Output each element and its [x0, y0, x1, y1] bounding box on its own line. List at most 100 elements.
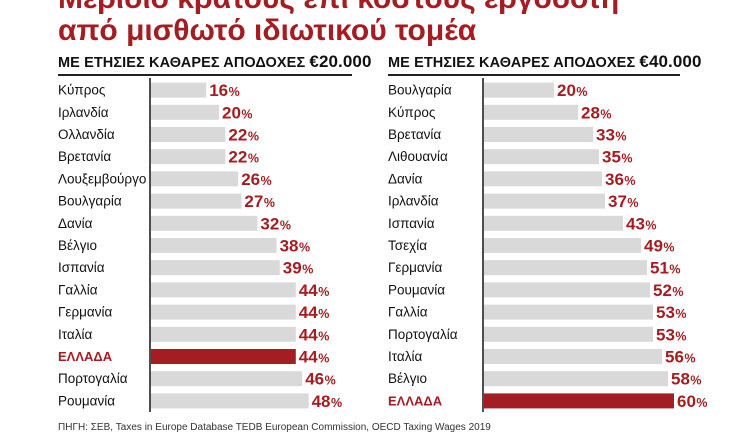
- value-label: 44%: [299, 348, 330, 367]
- category-label: Ιρλανδία: [58, 105, 109, 120]
- category-label: Ρουμανία: [388, 282, 445, 297]
- category-label: Δανία: [58, 216, 93, 231]
- category-label: Βρετανία: [58, 149, 111, 164]
- category-label: Βουλγαρία: [58, 194, 122, 209]
- bar: [484, 171, 602, 187]
- value-label: 20%: [557, 81, 588, 100]
- panel-title-20000: ΜΕ ΕΤΗΣΙΕΣ ΚΑΘΑΡΕΣ ΑΠΟΔΟΧΕΣ €20.000: [58, 52, 372, 72]
- bar: [151, 349, 296, 364]
- bar: [484, 238, 641, 253]
- value-label: 48%: [312, 392, 343, 411]
- category-label: Βέλγιο: [388, 371, 427, 386]
- bar: [484, 260, 647, 276]
- value-label: 32%: [260, 214, 291, 233]
- category-label: Κύπρος: [388, 105, 436, 120]
- bar: [151, 171, 239, 187]
- panel-title-amount: €20.000: [309, 52, 372, 71]
- value-label: 44%: [299, 281, 330, 300]
- category-label: Γερμανία: [388, 260, 442, 275]
- bar-chart-40000: Βουλγαρία 20% Κύπρος 28% Βρετανία 33% Λιθουανί…: [388, 78, 708, 412]
- value-label: 36%: [605, 170, 636, 189]
- bar: [484, 215, 623, 231]
- chart-title-block: Μερίδιο κράτους επί κόστους εργοδότη από…: [58, 0, 619, 47]
- category-label: Ιρλανδία: [388, 194, 439, 209]
- bar: [151, 104, 219, 120]
- value-label: 35%: [602, 148, 633, 167]
- bar: [151, 215, 258, 231]
- value-label: 44%: [299, 303, 330, 322]
- category-label: Δανία: [388, 171, 423, 186]
- category-label: Ιταλία: [388, 349, 422, 364]
- chart-title-line-1: Μερίδιο κράτους επί κόστους εργοδότη: [58, 0, 619, 15]
- value-label: 53%: [656, 325, 687, 344]
- category-label: Βρετανία: [388, 127, 441, 142]
- bar: [484, 127, 593, 142]
- category-label: ΕΛΛΑΔΑ: [388, 393, 443, 408]
- panel-title-prefix: ΜΕ ΕΤΗΣΙΕΣ ΚΑΘΑΡΕΣ ΑΠΟΔΟΧΕΣ: [388, 55, 636, 71]
- value-label: 37%: [608, 192, 639, 211]
- value-label: 49%: [644, 237, 675, 256]
- bar: [151, 326, 296, 342]
- panel-title-amount: €40.000: [639, 52, 702, 71]
- source-note: ΠΗΓΗ: ΣΕΒ, Taxes in Europe Database TEDB…: [58, 422, 491, 433]
- category-label: Γαλλία: [388, 305, 428, 320]
- bar: [484, 371, 668, 387]
- category-label: Πορτογαλία: [388, 327, 458, 342]
- bar: [151, 393, 309, 409]
- value-label: 22%: [228, 148, 259, 167]
- bar: [151, 260, 280, 276]
- bar: [484, 282, 650, 298]
- category-label: Γερμανία: [58, 305, 112, 320]
- bar: [151, 371, 303, 387]
- bar: [151, 149, 226, 165]
- value-label: 28%: [581, 103, 612, 122]
- value-label: 39%: [283, 259, 314, 278]
- category-label: Ιταλία: [58, 327, 92, 342]
- value-label: 53%: [656, 303, 687, 322]
- chart-title-line-2: από μισθωτό ιδιωτικού τομέα: [58, 14, 477, 47]
- bar: [151, 282, 296, 298]
- category-label: ΕΛΛΑΔΑ: [58, 349, 113, 364]
- value-label: 52%: [653, 281, 684, 300]
- bar: [484, 326, 653, 342]
- category-label: Ισπανία: [58, 260, 105, 275]
- bar: [151, 238, 277, 253]
- value-label: 56%: [665, 348, 696, 367]
- bar: [484, 149, 599, 165]
- category-label: Λουξεμβούργο: [58, 171, 146, 186]
- value-label: 44%: [299, 325, 330, 344]
- value-label: 22%: [228, 126, 259, 145]
- value-label: 20%: [222, 103, 253, 122]
- category-label: Βέλγιο: [58, 238, 97, 253]
- value-label: 27%: [244, 192, 275, 211]
- value-label: 16%: [209, 81, 240, 100]
- bar-chart-20000: Κύπρος 16% Ιρλανδία 20% Ολλανδία 22% Βρετανία 2…: [58, 78, 342, 412]
- category-label: Πορτογαλία: [58, 371, 128, 386]
- category-label: Ισπανία: [388, 216, 435, 231]
- bar: [484, 393, 674, 409]
- bar: [484, 82, 554, 98]
- category-label: Τσεχία: [388, 238, 427, 253]
- category-label: Λιθουανία: [388, 149, 448, 164]
- category-label: Ολλανδία: [58, 127, 115, 142]
- panel-rule-20000: [58, 74, 352, 76]
- category-label: Βουλγαρία: [388, 83, 452, 98]
- bar: [484, 104, 578, 120]
- value-label: 43%: [626, 214, 657, 233]
- panel-title-prefix: ΜΕ ΕΤΗΣΙΕΣ ΚΑΘΑΡΕΣ ΑΠΟΔΟΧΕΣ: [58, 55, 306, 71]
- panel-rule-40000: [388, 74, 680, 76]
- category-label: Γαλλία: [58, 282, 98, 297]
- bar: [151, 193, 242, 209]
- bar: [484, 193, 605, 209]
- bar: [484, 304, 653, 320]
- panel-title-40000: ΜΕ ΕΤΗΣΙΕΣ ΚΑΘΑΡΕΣ ΑΠΟΔΟΧΕΣ €40.000: [388, 52, 702, 72]
- value-label: 51%: [650, 259, 681, 278]
- bar: [484, 349, 662, 364]
- value-label: 33%: [596, 126, 627, 145]
- value-label: 26%: [241, 170, 272, 189]
- bar: [151, 304, 296, 320]
- bar: [151, 82, 207, 98]
- category-label: Κύπρος: [58, 83, 106, 98]
- category-label: Ρουμανία: [58, 393, 115, 408]
- value-label: 46%: [305, 370, 336, 389]
